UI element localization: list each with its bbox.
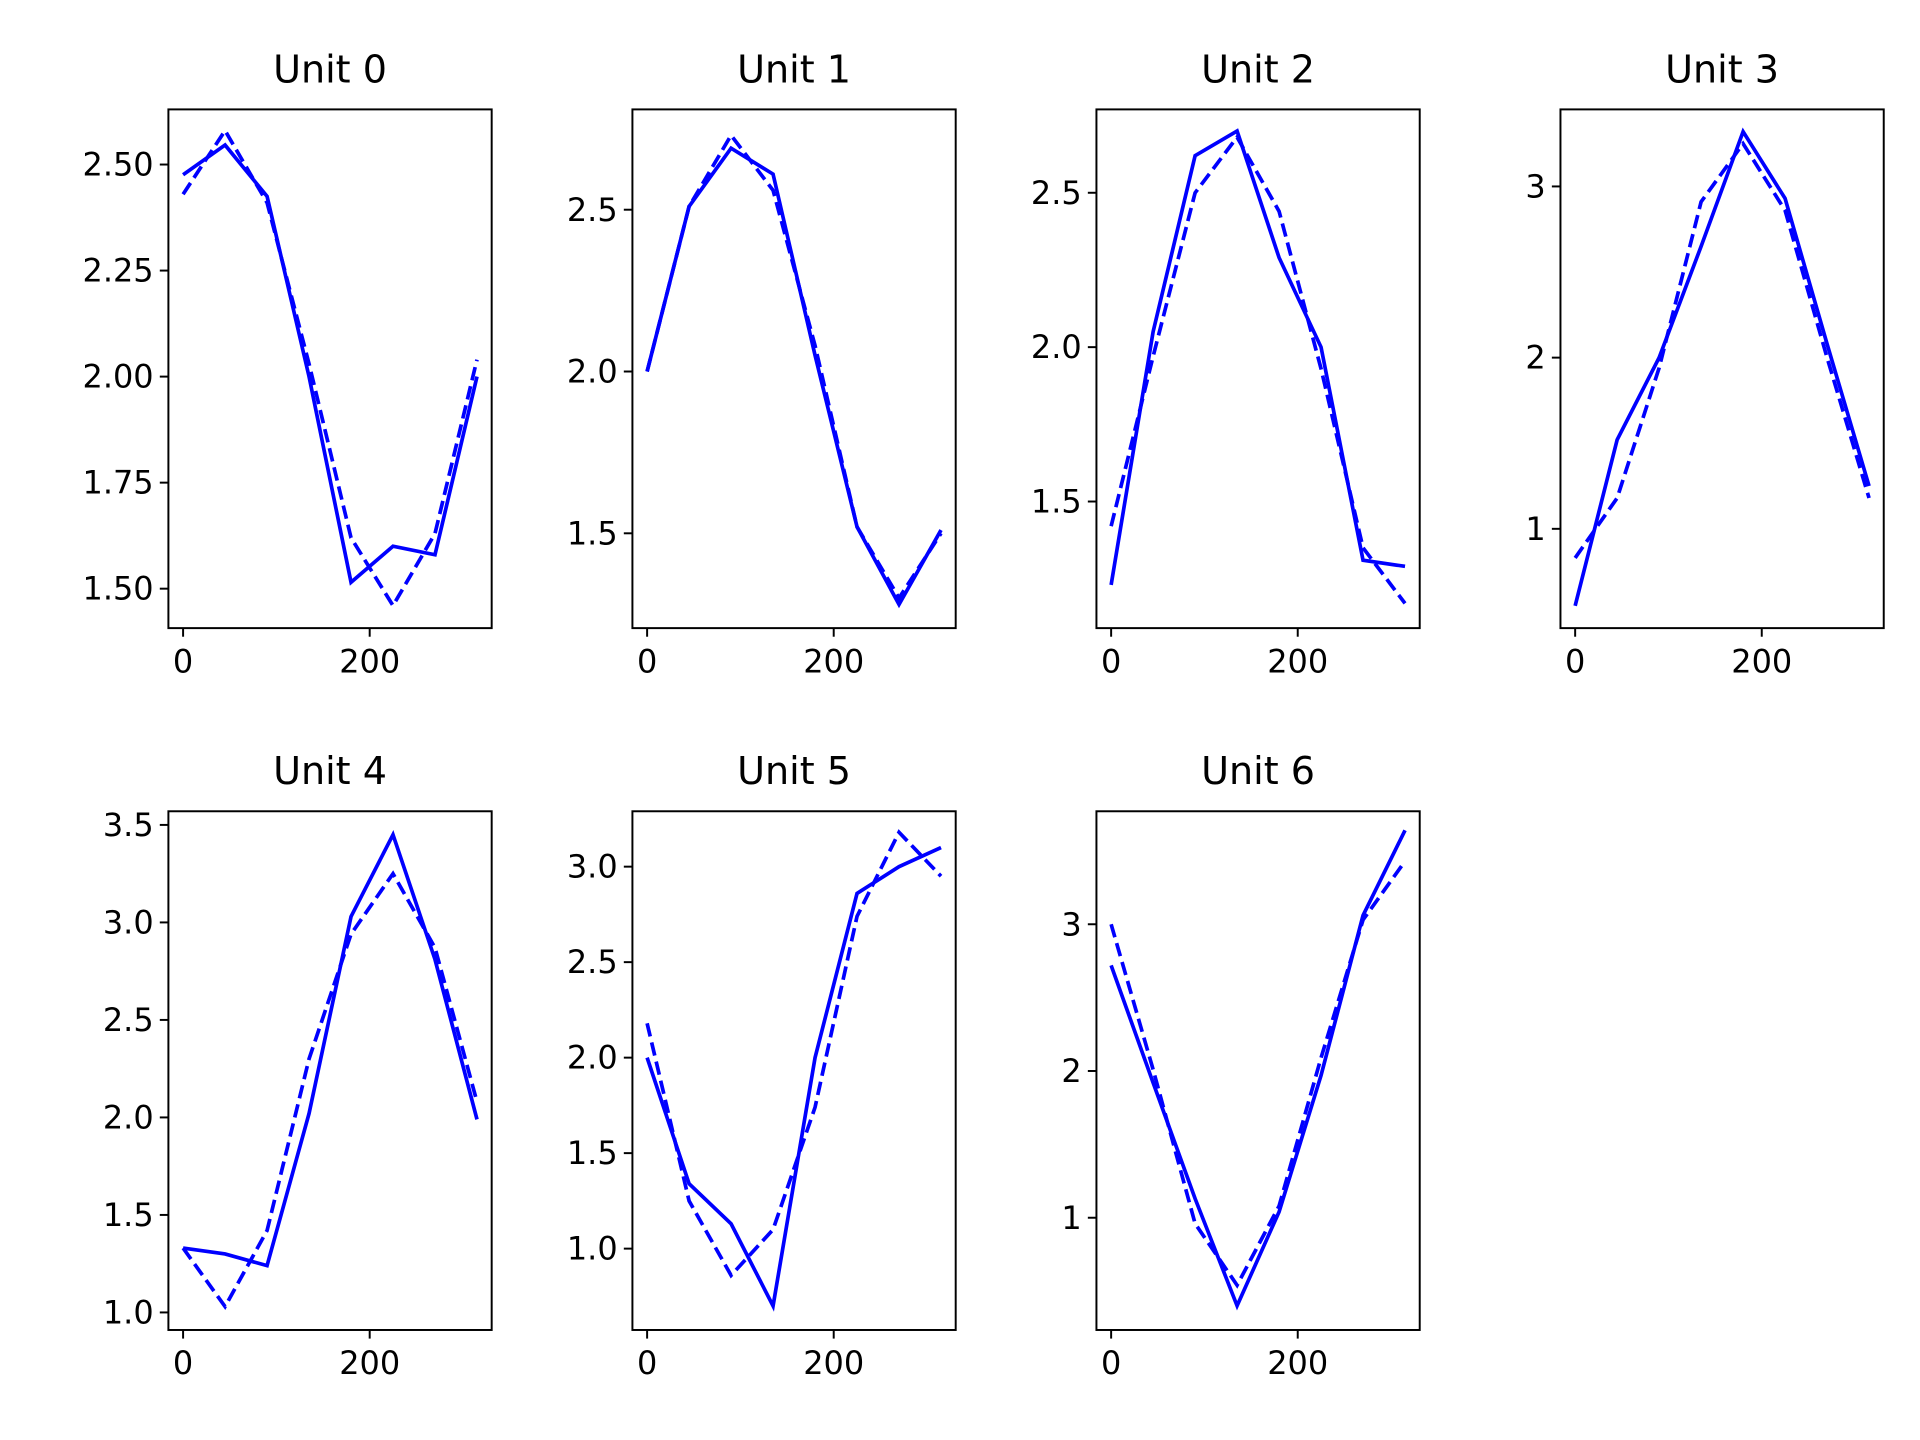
x-tick-label: 0: [1565, 642, 1585, 680]
y-tick-label: 2.0: [1031, 328, 1082, 366]
y-tick-label: 2.5: [103, 1001, 154, 1039]
data-line: [1573, 140, 1871, 559]
y-tick-label: 2: [1061, 1052, 1081, 1090]
subplot-title: Unit 6: [1201, 749, 1315, 793]
x-tick-label: 200: [1267, 1344, 1328, 1382]
data-line: [1573, 127, 1871, 607]
x-tick-label: 0: [173, 1344, 193, 1382]
y-tick-label: 2.0: [103, 1098, 154, 1136]
x-tick-label: 200: [803, 1344, 864, 1382]
data-line: [645, 845, 942, 1312]
y-tick-label: 3.5: [103, 806, 154, 844]
y-tick-label: 1: [1061, 1199, 1081, 1237]
axes-frame: [631, 810, 957, 1331]
x-tick-label: 0: [1101, 1344, 1121, 1382]
y-tick-label: 1.5: [103, 1196, 154, 1234]
y-tick-label: 2.0: [567, 1039, 618, 1077]
x-tick-label: 0: [173, 642, 193, 680]
x-tick-label: 200: [1731, 642, 1792, 680]
data-line: [181, 870, 479, 1311]
axes-frame: [1559, 108, 1885, 630]
y-tick-label: 3: [1525, 167, 1545, 205]
y-tick-label: 2: [1525, 339, 1545, 377]
subplot-title: Unit 4: [273, 749, 387, 793]
y-tick-label: 1.5: [1031, 483, 1082, 521]
y-tick-label: 2.5: [1031, 174, 1082, 212]
y-tick-label: 3.0: [103, 903, 154, 941]
axes-frame: [1095, 108, 1421, 630]
y-tick-label: 1.75: [83, 464, 154, 502]
data-line: [1109, 829, 1407, 1311]
y-tick-label: 2.5: [567, 943, 618, 981]
axes-frame: [167, 108, 493, 630]
x-tick-label: 200: [339, 642, 400, 680]
y-tick-label: 1.5: [567, 514, 618, 552]
subplot-title: Unit 5: [737, 749, 851, 793]
data-line: [181, 127, 479, 610]
y-tick-label: 1.0: [103, 1293, 154, 1331]
data-line: [1109, 133, 1407, 605]
data-line: [182, 142, 479, 586]
axes-frame: [631, 108, 957, 630]
y-tick-label: 1.50: [83, 570, 154, 608]
y-tick-label: 2.50: [83, 146, 154, 184]
x-tick-label: 200: [803, 642, 864, 680]
y-tick-label: 1.0: [567, 1230, 618, 1268]
y-tick-label: 2.00: [83, 358, 154, 396]
y-tick-label: 1.5: [567, 1134, 618, 1172]
data-line: [1109, 128, 1406, 586]
axes-frame: [167, 810, 493, 1331]
data-line: [645, 145, 943, 609]
y-tick-label: 3: [1061, 905, 1081, 943]
y-tick-label: 2.0: [567, 353, 618, 391]
subplot-title: Unit 0: [273, 47, 387, 91]
y-tick-label: 3.0: [567, 848, 618, 886]
subplot-title: Unit 1: [737, 47, 851, 91]
x-tick-label: 200: [1267, 642, 1328, 680]
y-tick-label: 2.5: [567, 191, 618, 229]
data-line: [645, 131, 943, 602]
x-tick-label: 0: [637, 1344, 657, 1382]
y-tick-label: 2.25: [83, 252, 154, 290]
y-tick-label: 1: [1525, 510, 1545, 548]
x-tick-label: 200: [339, 1344, 400, 1382]
subplot-title: Unit 2: [1201, 47, 1315, 91]
x-tick-label: 0: [1101, 642, 1121, 680]
x-tick-label: 0: [637, 642, 657, 680]
data-line: [1109, 860, 1407, 1289]
subplot-title: Unit 3: [1665, 47, 1779, 91]
data-line: [645, 829, 943, 1279]
data-line: [182, 829, 479, 1268]
axes-frame: [1095, 810, 1421, 1331]
